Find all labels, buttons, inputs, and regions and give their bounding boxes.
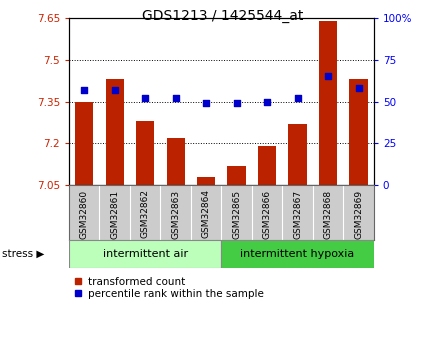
Bar <box>319 21 337 185</box>
Bar <box>166 138 185 185</box>
Point <box>355 85 362 91</box>
Point <box>202 100 210 106</box>
Text: intermittent hypoxia: intermittent hypoxia <box>240 249 355 259</box>
Bar <box>227 166 246 185</box>
Text: GSM32868: GSM32868 <box>324 189 332 238</box>
Text: GSM32869: GSM32869 <box>354 189 363 238</box>
Bar <box>349 79 368 185</box>
Text: GSM32864: GSM32864 <box>202 189 210 238</box>
Text: GSM32860: GSM32860 <box>80 189 89 238</box>
Text: GSM32861: GSM32861 <box>110 189 119 238</box>
Text: stress ▶: stress ▶ <box>2 249 44 259</box>
Bar <box>105 79 124 185</box>
Point <box>324 74 332 79</box>
Text: intermittent air: intermittent air <box>103 249 188 259</box>
Text: GDS1213 / 1425544_at: GDS1213 / 1425544_at <box>142 9 303 23</box>
Bar <box>69 240 222 268</box>
Bar <box>222 240 374 268</box>
Point <box>142 96 149 101</box>
Text: GSM32866: GSM32866 <box>263 189 271 238</box>
Bar <box>197 177 215 185</box>
Bar <box>136 121 154 185</box>
Point <box>294 96 301 101</box>
Point <box>263 99 271 104</box>
Legend: transformed count, percentile rank within the sample: transformed count, percentile rank withi… <box>74 277 263 299</box>
Point <box>172 96 179 101</box>
Point <box>233 100 240 106</box>
Text: GSM32863: GSM32863 <box>171 189 180 238</box>
Text: GSM32867: GSM32867 <box>293 189 302 238</box>
Bar <box>288 124 307 185</box>
Point <box>111 87 118 92</box>
Text: GSM32865: GSM32865 <box>232 189 241 238</box>
Point <box>81 87 88 92</box>
Text: GSM32862: GSM32862 <box>141 189 150 238</box>
Bar <box>75 101 93 185</box>
Bar <box>258 146 276 185</box>
